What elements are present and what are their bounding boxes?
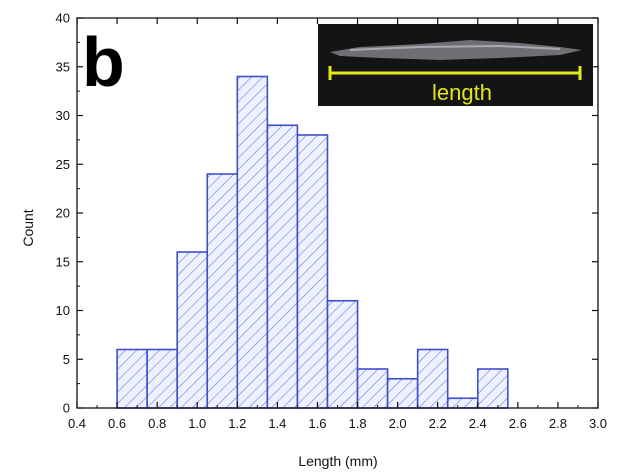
y-tick-label: 5 bbox=[63, 352, 70, 367]
y-tick-label: 25 bbox=[56, 157, 70, 172]
x-tick-label: 3.0 bbox=[589, 416, 607, 431]
histogram-bar bbox=[236, 75, 269, 409]
histogram-bar bbox=[116, 348, 148, 409]
histogram-bar bbox=[416, 348, 449, 409]
x-tick-label: 0.6 bbox=[108, 416, 126, 431]
x-tick-label: 2.4 bbox=[469, 416, 487, 431]
x-tick-label: 0.8 bbox=[148, 416, 166, 431]
histogram-bar bbox=[176, 251, 209, 409]
inset-specimen-shape bbox=[330, 40, 582, 60]
panel-label: b bbox=[82, 23, 125, 101]
bars-group bbox=[116, 75, 509, 409]
histogram-bar bbox=[206, 173, 239, 409]
x-axis-title: Length (mm) bbox=[298, 453, 377, 469]
axes-group: 0.4 0.6 0.8 1.0 1.2 1.4 1.6 1.8 2.0 2.2 2.4 2.6 2.8 3… bbox=[56, 11, 608, 432]
y-tick-label: 10 bbox=[56, 303, 70, 318]
histogram-bar bbox=[146, 348, 178, 409]
y-tick-label: 35 bbox=[56, 59, 70, 74]
x-tick-label: 1.2 bbox=[228, 416, 246, 431]
y-tick-label: 40 bbox=[56, 11, 70, 26]
x-tick-label: 1.4 bbox=[268, 416, 286, 431]
x-tick-label: 1.6 bbox=[308, 416, 326, 431]
histogram-bar bbox=[266, 124, 299, 409]
x-tick-label: 2.8 bbox=[549, 416, 567, 431]
inset-background bbox=[318, 24, 593, 106]
histogram-bar bbox=[476, 368, 509, 409]
y-tick-label: 20 bbox=[56, 206, 70, 221]
y-tick-label: 30 bbox=[56, 108, 70, 123]
histogram-bar bbox=[386, 377, 419, 409]
x-tick-label: 0.4 bbox=[68, 416, 86, 431]
x-tick-label: 2.6 bbox=[509, 416, 527, 431]
inset-specimen-highlight bbox=[349, 44, 561, 51]
inset-caption: length bbox=[432, 80, 492, 105]
x-tick-label: 1.0 bbox=[188, 416, 206, 431]
y-axis-title: Count bbox=[20, 209, 36, 246]
y-tick-label: 0 bbox=[63, 401, 70, 416]
histogram-bar bbox=[326, 299, 359, 409]
histogram-bar bbox=[446, 397, 479, 409]
histogram-bar bbox=[356, 368, 389, 409]
y-tick-label: 15 bbox=[56, 254, 70, 269]
x-tick-label: 2.2 bbox=[429, 416, 447, 431]
inset-image: length bbox=[318, 24, 593, 106]
x-tick-label: 2.0 bbox=[389, 416, 407, 431]
x-tick-label: 1.8 bbox=[348, 416, 366, 431]
histogram-bar bbox=[296, 134, 329, 409]
